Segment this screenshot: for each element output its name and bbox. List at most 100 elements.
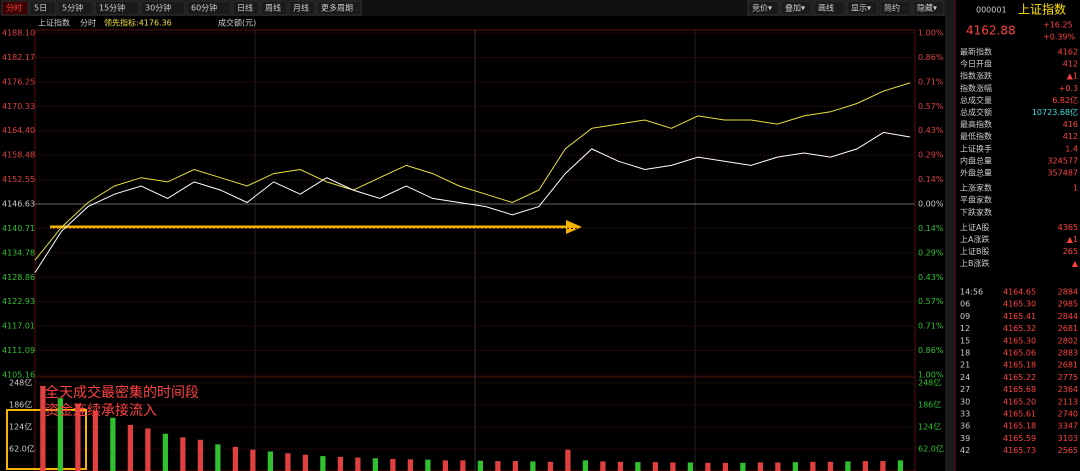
volume-bar (180, 437, 186, 471)
tick-time: 30 (960, 397, 970, 406)
volume-bar (477, 460, 483, 471)
volume-bar (862, 461, 868, 471)
volume-bar (285, 453, 291, 471)
tick-volume: 2740 (1058, 410, 1078, 419)
panel-value: 357487 (1047, 169, 1078, 178)
volume-bar (127, 424, 133, 471)
button-bg[interactable] (879, 0, 912, 16)
tick-volume: 2884 (1058, 288, 1078, 297)
volume-bar (92, 410, 98, 471)
volume-bar (687, 462, 693, 471)
pct-tick-label: 0.71% (918, 322, 944, 331)
volume-bar (337, 456, 343, 471)
tab-bg[interactable] (94, 0, 140, 16)
button-bg[interactable] (747, 0, 780, 16)
price-tick-label: 4122.93 (2, 297, 35, 306)
pct-tick-label: 1.00% (918, 371, 944, 380)
volume-bar (442, 460, 448, 471)
yellow-line (34, 82, 911, 261)
button[interactable]: 显示▾ (851, 4, 871, 13)
panel-value: 416 (1063, 120, 1078, 129)
tab-bg[interactable] (316, 0, 362, 16)
tick-time: 24 (960, 373, 970, 382)
panel-change: +16.25 (1043, 21, 1073, 30)
panel-label: 上证A股 (960, 223, 989, 232)
tab[interactable]: 日线 (237, 3, 253, 13)
tab-bg[interactable] (29, 0, 57, 16)
panel-value: 4365 (1058, 223, 1078, 232)
tick-price: 4165.61 (1003, 410, 1036, 419)
panel-label: 最高指数 (960, 119, 992, 129)
tab[interactable]: 5分钟 (62, 3, 83, 13)
button-bg[interactable] (780, 0, 813, 16)
tab-bg[interactable] (288, 0, 316, 16)
price-tick-label: 4140.71 (2, 224, 35, 233)
button[interactable]: 叠加▾ (785, 3, 805, 13)
tick-time: 39 (960, 434, 970, 443)
panel-change-pct: +0.39% (1043, 33, 1076, 42)
tick-price: 4165.32 (1003, 324, 1036, 333)
tab[interactable]: 5日 (34, 4, 47, 13)
button[interactable]: 竞价▾ (752, 3, 772, 13)
volume-bar (845, 461, 851, 471)
button[interactable]: 画线 (818, 3, 834, 13)
annotation: 全天成交最密集的时间段 (45, 384, 199, 401)
tab[interactable]: 更多周期 (321, 3, 353, 13)
volume-tick-label: 186亿 (9, 400, 32, 410)
volume-tick-label: 186亿 (918, 400, 941, 410)
volume-bar (582, 460, 588, 471)
highlight-box (6, 409, 87, 470)
tab[interactable]: 周线 (265, 3, 281, 13)
tick-volume: 2681 (1058, 361, 1078, 370)
tick-volume: 2883 (1058, 349, 1078, 358)
volume-bar (460, 460, 466, 471)
price-tick-label: 4188.10 (2, 29, 35, 38)
price-tick-label: 4176.25 (2, 77, 35, 86)
button-bg[interactable] (912, 0, 945, 16)
tick-volume: 3347 (1058, 422, 1078, 431)
button[interactable]: 简约 (884, 3, 900, 13)
tab[interactable]: 30分钟 (145, 3, 171, 13)
button[interactable]: 隐藏▾ (917, 3, 937, 13)
tab[interactable]: 60分钟 (191, 3, 217, 13)
volume-bar (827, 461, 833, 471)
price-tick-label: 4158.48 (2, 151, 35, 160)
panel-label: 最新指数 (960, 47, 992, 57)
tab[interactable]: 15分钟 (99, 3, 125, 13)
scrollbar[interactable] (945, 0, 955, 471)
tab[interactable]: 月线 (293, 3, 309, 13)
button-bg[interactable] (813, 0, 846, 16)
panel-value: 412 (1063, 132, 1078, 141)
tab-bg[interactable] (232, 0, 260, 16)
price-tick-label: 4134.78 (2, 248, 35, 257)
panel-value: ▲1 (1067, 72, 1078, 81)
volume-tick-label: 124亿 (918, 422, 941, 432)
volume-bar (635, 462, 641, 471)
tab-bg[interactable] (140, 0, 186, 16)
annotation: 资金连续承接流入 (45, 402, 157, 419)
volume-bar (302, 454, 308, 471)
pct-tick-label: 0.29% (918, 151, 944, 160)
tab-bg[interactable] (1, 0, 29, 16)
tick-volume: 2364 (1058, 385, 1078, 394)
tab-bg[interactable] (57, 0, 94, 16)
pct-tick-label: 0.14% (918, 175, 944, 184)
tick-price: 4165.18 (1003, 361, 1036, 370)
panel-label: 上B涨跌 (960, 258, 990, 268)
volume-bar (547, 461, 553, 471)
volume-tick-label: 248亿 (9, 378, 32, 388)
tab[interactable]: 分时 (6, 3, 22, 13)
tab-bg[interactable] (260, 0, 288, 16)
tab-bg[interactable] (186, 0, 232, 16)
tick-price: 4165.06 (1003, 349, 1036, 358)
volume-bar (722, 462, 728, 471)
arrow-head (566, 220, 582, 234)
tick-price: 4165.22 (1003, 373, 1036, 382)
panel-label: 指数涨幅 (960, 83, 992, 93)
pct-tick-label: 0.57% (918, 102, 944, 111)
volume-bar (670, 462, 676, 471)
tick-volume: 2802 (1058, 336, 1078, 345)
panel-label: 内盘总量 (960, 155, 992, 165)
button-bg[interactable] (846, 0, 879, 16)
